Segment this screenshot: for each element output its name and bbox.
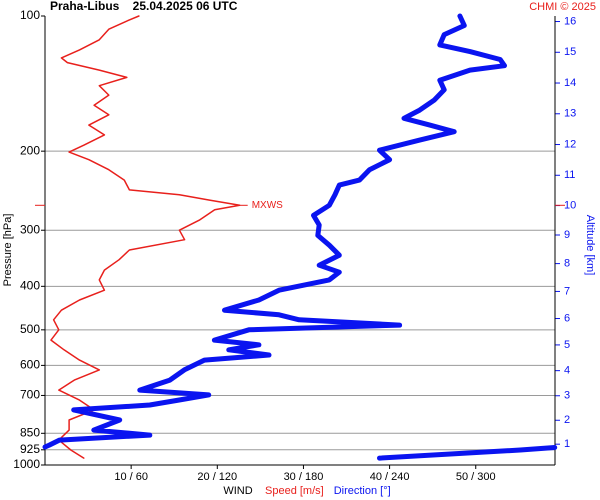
legend-label: Speed [m/s] [265, 485, 324, 497]
y2-axis-title: Altitude [km] [584, 215, 596, 276]
x-tick-label: 10 / 60 [114, 471, 148, 483]
x-tick-label: 50 / 300 [456, 471, 496, 483]
y2-tick-label: 7 [564, 285, 570, 297]
y2-tick-label: 11 [564, 169, 575, 181]
y2-tick-label: 12 [564, 138, 576, 150]
y2-tick-label: 8 [564, 258, 570, 270]
y-tick-label: 925 [20, 442, 40, 456]
y2-tick-label: 1 [564, 438, 570, 450]
y-tick-label: 200 [20, 143, 40, 157]
legend-label: Direction [°] [334, 485, 391, 497]
y-tick-label: 500 [20, 322, 40, 336]
y2-tick-label: 9 [564, 229, 570, 241]
y-tick-label: 300 [20, 222, 40, 236]
x-axis-title: WIND [223, 485, 252, 497]
y2-tick-label: 5 [564, 339, 570, 351]
y-tick-label: 600 [20, 358, 40, 372]
y2-tick-label: 13 [564, 108, 576, 120]
y2-tick-label: 16 [564, 15, 576, 27]
series-line [50, 15, 241, 459]
y2-tick-label: 10 [564, 199, 576, 211]
y-tick-label: 400 [20, 278, 40, 292]
y-tick-label: 100 [20, 8, 40, 22]
x-tick-label: 30 / 180 [284, 471, 324, 483]
y2-tick-label: 14 [564, 77, 576, 89]
x-tick-label: 40 / 240 [370, 471, 410, 483]
y-tick-label: 1000 [13, 457, 40, 471]
y2-tick-label: 3 [564, 390, 570, 402]
x-tick-label: 20 / 120 [197, 471, 237, 483]
y2-tick-label: 6 [564, 312, 570, 324]
y2-tick-label: 2 [564, 414, 570, 426]
y-tick-label: 700 [20, 388, 40, 402]
annotation: MXWS [252, 200, 283, 211]
y-tick-label: 850 [20, 425, 40, 439]
credit: CHMI © 2025 [529, 1, 596, 13]
chart-title: Praha-Libus 25.04.2025 06 UTC [50, 0, 238, 13]
series-line [42, 13, 558, 461]
y2-tick-label: 4 [564, 365, 570, 377]
y-axis-title: Pressure [hPa] [2, 214, 14, 287]
y2-tick-label: 15 [564, 46, 576, 58]
